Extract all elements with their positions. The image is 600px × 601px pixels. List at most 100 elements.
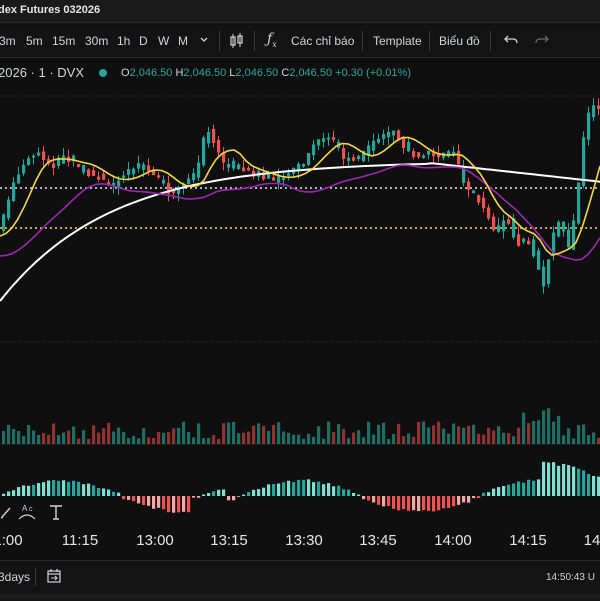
- date-range-icon[interactable]: [46, 568, 62, 587]
- chevron-down-icon[interactable]: [199, 33, 209, 50]
- volume-bar: [452, 423, 456, 444]
- volume-bar: [317, 426, 321, 444]
- interval-m[interactable]: M: [178, 34, 188, 48]
- volume-bar: [307, 433, 311, 444]
- candle-body: [497, 225, 501, 232]
- price-chart[interactable]: [0, 86, 600, 526]
- candle-body: [427, 151, 431, 155]
- histogram-bar: [267, 484, 271, 496]
- toolbar-separator: [362, 31, 363, 51]
- macd-histogram-layer: [2, 461, 600, 513]
- volume-bar: [252, 425, 256, 444]
- candle-body: [17, 174, 21, 184]
- redo-icon[interactable]: [534, 32, 550, 51]
- candle-body: [302, 164, 306, 167]
- histogram-bar: [427, 496, 431, 511]
- candle-body: [82, 164, 86, 173]
- volume-bar: [517, 427, 521, 444]
- volume-bar: [417, 421, 421, 444]
- candle-body: [487, 207, 491, 219]
- histogram-bar: [307, 479, 311, 496]
- undo-icon[interactable]: [503, 32, 519, 51]
- interval-w[interactable]: W: [158, 34, 170, 48]
- histogram-bar: [562, 463, 566, 496]
- histogram-bar: [577, 468, 581, 496]
- volume-bar: [397, 423, 401, 444]
- histogram-bar: [62, 480, 66, 496]
- histogram-bar: [447, 496, 451, 508]
- time-axis[interactable]: 1:00 11:15 13:00 13:15 13:30 13:45 14:00…: [0, 527, 600, 555]
- interval-30m[interactable]: 30m: [85, 34, 109, 48]
- candles-layer: [2, 98, 600, 294]
- candle-body: [227, 163, 231, 168]
- candle-body: [22, 164, 26, 174]
- histogram-bar: [67, 481, 71, 496]
- histogram-bar: [537, 479, 541, 496]
- volume-bar: [542, 410, 546, 444]
- histogram-bar: [377, 496, 381, 505]
- candle-body: [457, 150, 461, 165]
- volume-bar: [562, 435, 566, 444]
- candle-body: [312, 144, 316, 156]
- volume-bar: [267, 430, 271, 444]
- histogram-bar: [532, 480, 536, 496]
- volume-bar: [437, 421, 441, 444]
- pencil-icon[interactable]: [0, 505, 12, 524]
- candle-body: [282, 177, 286, 180]
- volume-bar: [582, 424, 586, 444]
- volume-bar: [142, 428, 146, 444]
- fx-icon[interactable]: ƒx: [267, 31, 277, 49]
- volume-bar: [82, 430, 86, 444]
- histogram-bar: [572, 466, 576, 496]
- close-value: 2,046.50: [289, 67, 333, 79]
- charts-button[interactable]: Biểu đồ: [439, 34, 480, 48]
- histogram-bar: [582, 470, 586, 496]
- histogram-bar: [147, 496, 151, 506]
- volume-bar: [512, 436, 516, 444]
- histogram-bar: [472, 496, 476, 499]
- histogram-bar: [52, 480, 56, 496]
- histogram-bar: [72, 480, 76, 496]
- volume-bar: [52, 423, 56, 444]
- histogram-bar: [117, 492, 121, 496]
- histogram-bar: [277, 483, 281, 496]
- volume-bar: [467, 425, 471, 444]
- histogram-bar: [507, 484, 511, 496]
- interval-15m[interactable]: 15m: [52, 34, 76, 48]
- histogram-bar: [202, 494, 206, 496]
- candle-body: [367, 145, 371, 156]
- histogram-bar: [417, 496, 421, 512]
- candles-icon[interactable]: [229, 32, 245, 53]
- candle-body: [537, 250, 541, 270]
- interval-d[interactable]: D: [139, 34, 148, 48]
- candle-body: [307, 153, 311, 165]
- volume-bar: [67, 430, 71, 444]
- histogram-bar: [237, 496, 241, 497]
- volume-bar: [372, 434, 376, 444]
- range-button-3days[interactable]: 3days: [0, 570, 31, 584]
- interval-1h[interactable]: 1h: [117, 34, 131, 48]
- candle-body: [187, 178, 191, 185]
- histogram-bar: [167, 496, 171, 513]
- interval-5m[interactable]: 5m: [26, 34, 43, 48]
- histogram-bar: [127, 496, 131, 500]
- candle-body: [237, 164, 241, 169]
- indicators-button[interactable]: Các chỉ báo: [291, 34, 355, 48]
- candle-body: [107, 182, 111, 186]
- text-icon[interactable]: [48, 503, 64, 526]
- histogram-bar: [557, 465, 561, 496]
- candle-body: [232, 160, 236, 169]
- template-button[interactable]: Template: [373, 34, 422, 48]
- histogram-bar: [42, 482, 46, 496]
- interval-3m[interactable]: 3m: [0, 34, 16, 48]
- scroll-track[interactable]: [0, 594, 600, 599]
- volume-bar: [177, 427, 181, 444]
- candle-body: [527, 240, 531, 245]
- histogram-bar: [7, 491, 11, 496]
- histogram-bar: [192, 496, 196, 498]
- volume-bar: [337, 424, 341, 444]
- symbol-label[interactable]: 2026 · 1 · DVX: [0, 65, 84, 80]
- candle-body: [77, 163, 81, 168]
- candle-body: [217, 140, 221, 153]
